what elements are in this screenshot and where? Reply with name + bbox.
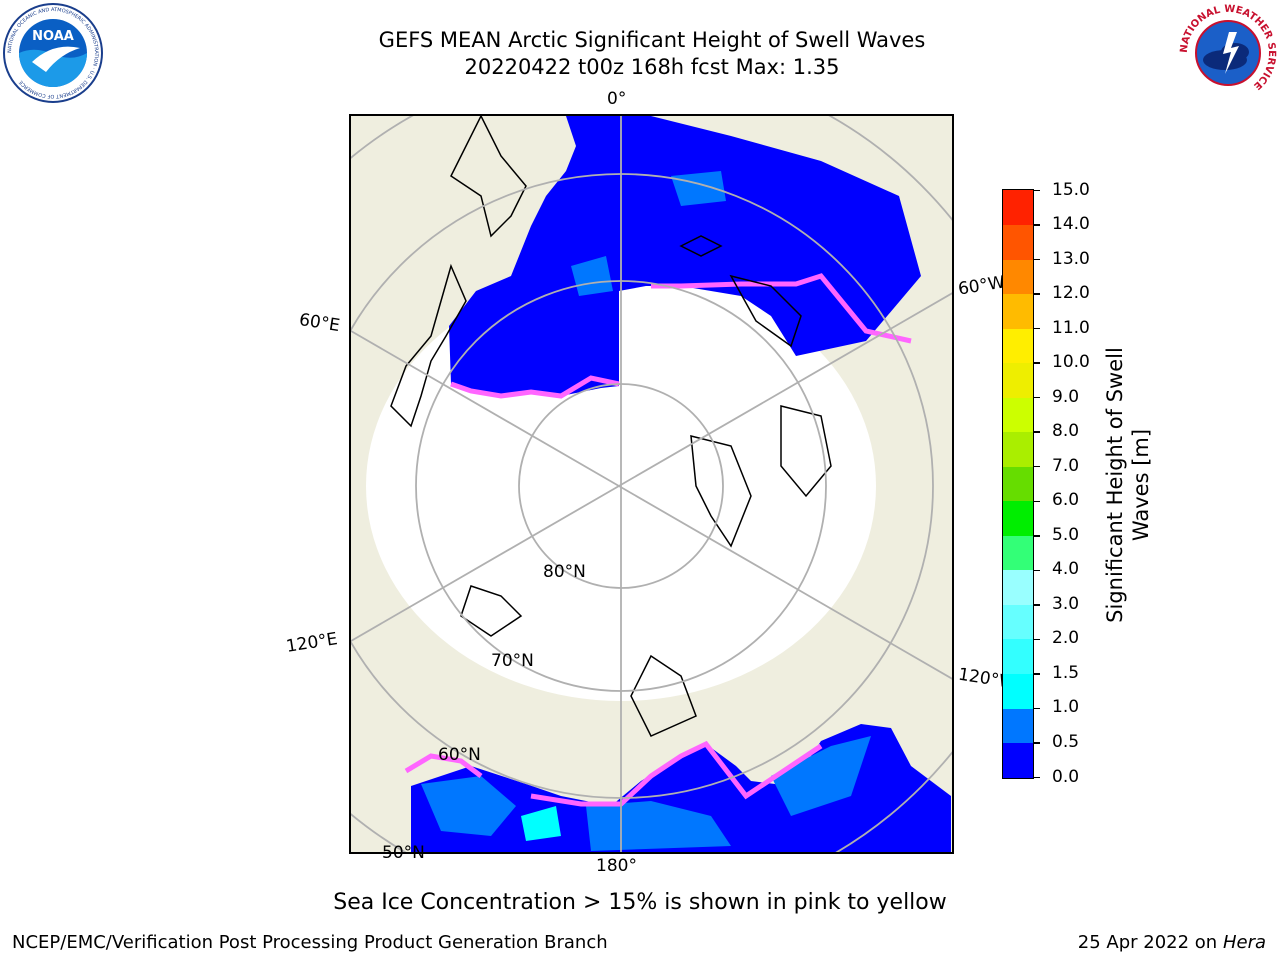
machine-name: Hera: [1222, 932, 1266, 953]
colorbar-segment: [1003, 259, 1033, 295]
colorbar-tick-label: 4.0: [1052, 559, 1080, 580]
lat-label-70n: 70°N: [491, 651, 534, 671]
colorbar-tick-label: 13.0: [1052, 248, 1090, 269]
colorbar-tick-label: 12.0: [1052, 283, 1090, 304]
colorbar-tick: [1034, 293, 1040, 295]
colorbar-segment: [1003, 190, 1033, 226]
swell-patch: [771, 736, 871, 816]
colorbar-tick-label: 8.0: [1052, 421, 1080, 442]
swell-patch: [421, 776, 516, 836]
ice-edge: [450, 273, 912, 399]
map-panel: [349, 114, 954, 854]
colorbar-segment: [1003, 431, 1033, 467]
swell-patch: [571, 256, 613, 296]
lon-label-60e: 60°E: [297, 309, 342, 337]
lon-label-120e: 120°E: [284, 629, 339, 657]
graticule: [351, 116, 952, 852]
colorbar-tick-label: 0.0: [1052, 766, 1080, 787]
colorbar-tick: [1034, 465, 1040, 468]
colorbar-tick-label: 0.5: [1052, 731, 1080, 752]
colorbar-segment: [1003, 397, 1033, 433]
lon-label-180: 180°: [596, 856, 637, 876]
colorbar-segment: [1003, 569, 1033, 605]
colorbar-tick: [1034, 604, 1040, 606]
colorbar-tick: [1034, 189, 1040, 192]
colorbar-tick-label: 10.0: [1052, 352, 1090, 373]
colorbar-segment: [1003, 466, 1033, 502]
colorbar-segment: [1003, 362, 1033, 398]
lon-label-60w: 60°W: [956, 272, 1007, 300]
colorbar-tick-label: 1.5: [1052, 662, 1080, 683]
polar-map: [351, 116, 952, 852]
colorbar-label: Significant Height of Swell Waves [m]: [1103, 347, 1153, 623]
ice-note: Sea Ice Concentration > 15% is shown in …: [333, 890, 947, 915]
credit-text: NCEP/EMC/Verification Post Processing Pr…: [12, 932, 608, 953]
colorbar-tick: [1034, 776, 1040, 779]
colorbar-tick-label: 7.0: [1052, 455, 1080, 476]
lon-label-0: 0°: [607, 89, 627, 109]
colorbar: [1002, 189, 1034, 779]
ice-edge: [404, 740, 823, 807]
atlantic-ocean: [449, 116, 921, 396]
colorbar-segment: [1003, 293, 1033, 329]
colorbar-tick-label: 5.0: [1052, 524, 1080, 545]
chart-subtitle: 20220422 t00z 168h fcst Max: 1.35: [464, 55, 840, 79]
colorbar-segment: [1003, 535, 1033, 571]
swell-patch: [586, 801, 731, 851]
colorbar-segment: [1003, 328, 1033, 364]
date-text: 25 Apr 2022 on: [1077, 932, 1218, 953]
lat-label-80n: 80°N: [543, 562, 586, 582]
noaa-logo-text: NOAA: [32, 29, 74, 44]
colorbar-segment: [1003, 673, 1033, 709]
colorbar-tick: [1034, 569, 1040, 572]
noaa-logo: NOAA NATIONAL OCEANIC AND ATMOSPHERIC AD…: [3, 3, 103, 103]
colorbar-tick: [1034, 707, 1040, 710]
coastline: [390, 116, 832, 737]
colorbar-segment: [1003, 500, 1033, 536]
date-stamp: 25 Apr 2022 on Hera: [1078, 932, 1266, 953]
colorbar-tick: [1034, 535, 1040, 537]
colorbar-tick-label: 11.0: [1052, 317, 1090, 338]
colorbar-segment: [1003, 638, 1033, 674]
colorbar-segment: [1003, 224, 1033, 260]
colorbar-segment: [1003, 707, 1033, 744]
colorbar-tick: [1034, 396, 1040, 399]
colorbar-tick: [1034, 500, 1040, 502]
colorbar-tick-label: 15.0: [1052, 179, 1090, 200]
colorbar-tick-label: 14.0: [1052, 214, 1090, 235]
colorbar-tick: [1034, 258, 1040, 261]
lat-label-50n: 50°N: [382, 843, 425, 863]
colorbar-segment: [1003, 604, 1033, 640]
colorbar-tick-label: 3.0: [1052, 593, 1080, 614]
colorbar-tick: [1034, 638, 1040, 641]
lat-label-60n: 60°N: [438, 745, 481, 765]
swell-patch: [521, 806, 561, 841]
colorbar-tick: [1034, 742, 1040, 744]
nws-logo: NATIONAL WEATHER SERVICE: [1179, 4, 1277, 102]
colorbar-segment: [1003, 742, 1033, 778]
chart-title: GEFS MEAN Arctic Significant Height of S…: [378, 28, 926, 52]
colorbar-tick: [1034, 431, 1040, 433]
colorbar-tick-label: 9.0: [1052, 386, 1080, 407]
colorbar-tick-label: 6.0: [1052, 490, 1080, 511]
colorbar-tick-label: 1.0: [1052, 697, 1080, 718]
colorbar-tick-label: 2.0: [1052, 628, 1080, 649]
colorbar-tick: [1034, 224, 1040, 226]
colorbar-tick: [1034, 327, 1040, 330]
colorbar-tick: [1034, 362, 1040, 364]
colorbar-tick: [1034, 673, 1040, 675]
